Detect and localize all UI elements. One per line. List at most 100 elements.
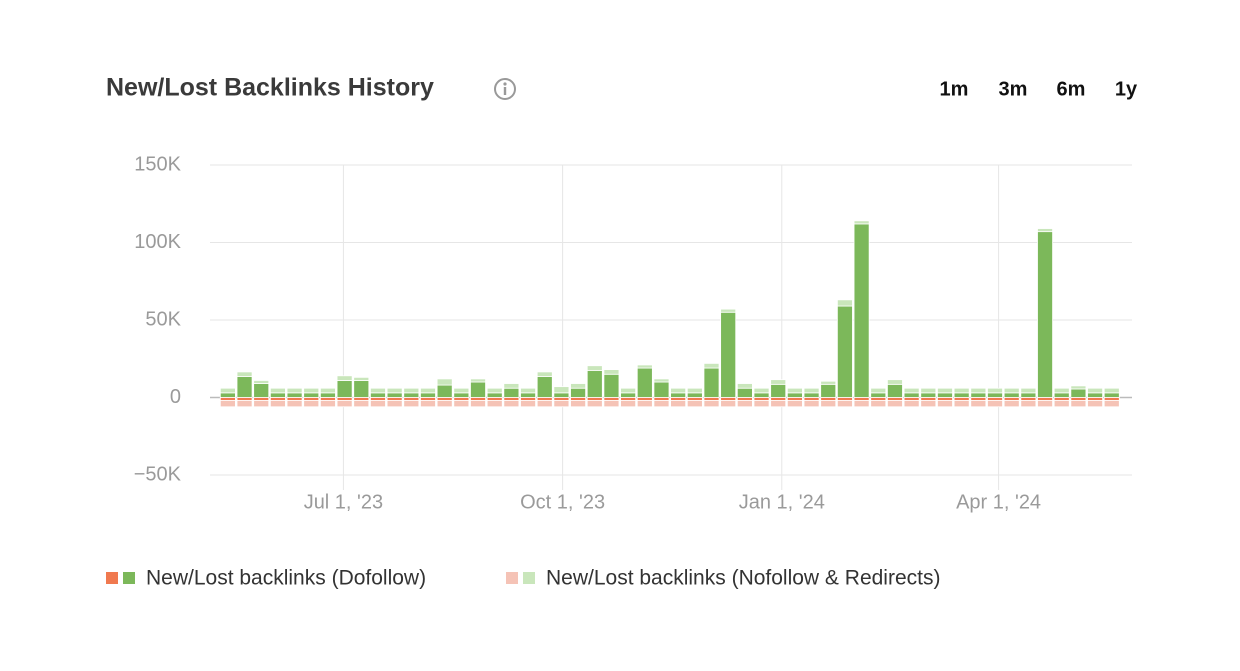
bar-segment — [736, 387, 753, 398]
bar-segment — [770, 379, 787, 385]
bar-segment — [470, 381, 486, 398]
bar-segment — [903, 397, 920, 401]
bar-segment — [286, 400, 303, 408]
bar-segment — [937, 397, 953, 401]
range-button[interactable]: 6m — [1057, 78, 1086, 100]
x-tick-label: Apr 1, '24 — [956, 491, 1041, 513]
legend-label: New/Lost backlinks (Dofollow) — [146, 567, 426, 590]
bar-segment — [219, 400, 236, 408]
y-tick-label: −50K — [134, 463, 182, 485]
bar-segment — [803, 397, 820, 401]
bar-segment — [269, 400, 286, 408]
bar-segment — [970, 397, 987, 401]
bar-segment — [303, 392, 320, 398]
bar-segment — [920, 387, 937, 394]
bar-segment — [420, 400, 436, 408]
bar-segment — [620, 397, 637, 401]
bar-segment — [236, 397, 253, 401]
bar-segment — [570, 387, 587, 398]
bar-segment — [770, 397, 787, 401]
bar-segment — [636, 397, 653, 401]
bar-segment — [253, 400, 270, 408]
bar-segment — [937, 392, 953, 398]
bar-segment — [820, 400, 837, 408]
bar-segment — [353, 397, 370, 401]
bar-segment — [1070, 388, 1087, 398]
bar-segment — [820, 397, 837, 401]
bar-segment — [987, 400, 1003, 408]
bar-segment — [1020, 392, 1037, 398]
bar-segment — [303, 400, 320, 408]
bar-segment — [536, 376, 553, 398]
bar-segment — [236, 400, 253, 408]
bar-segment — [386, 387, 403, 394]
range-button[interactable]: 3m — [999, 78, 1028, 100]
bar-segment — [353, 380, 370, 398]
bar-segment — [953, 387, 970, 394]
bar-segment — [353, 400, 370, 408]
legend-swatch — [523, 572, 535, 584]
bar-segment — [636, 400, 653, 408]
bar-segment — [553, 386, 570, 394]
bar-segment — [853, 220, 870, 225]
bar-segment — [686, 387, 703, 394]
bar-segment — [503, 397, 520, 401]
bar-segment — [1070, 400, 1087, 408]
bar-segment — [486, 397, 503, 401]
bar-segment — [903, 400, 920, 408]
bar-segment — [670, 392, 687, 398]
bar-segment — [653, 381, 670, 398]
bar-segment — [436, 384, 453, 398]
bar-segment — [636, 364, 653, 369]
bar-segment — [770, 383, 787, 398]
bar-segment — [937, 387, 953, 394]
bar-segment — [570, 383, 587, 389]
bar-segment — [670, 400, 687, 408]
bar-segment — [520, 387, 536, 394]
bar-segment — [219, 392, 236, 398]
bar-segment — [920, 397, 937, 401]
bar-segment — [653, 397, 670, 401]
bar-segment — [636, 367, 653, 398]
range-button[interactable]: 1m — [940, 78, 969, 100]
bar-segment — [1003, 397, 1020, 401]
bar-segment — [1037, 231, 1053, 398]
bar-segment — [820, 383, 837, 398]
bar-segment — [370, 392, 386, 398]
bar-segment — [903, 392, 920, 398]
bar-segment — [853, 400, 870, 408]
bar-segment — [620, 400, 637, 408]
bar-segment — [570, 397, 587, 401]
bar-segment — [503, 400, 520, 408]
bar-segment — [970, 400, 987, 408]
bar-segment — [603, 397, 620, 401]
bar-segment — [786, 400, 803, 408]
info-icon[interactable] — [494, 78, 516, 100]
bar-segment — [470, 400, 486, 408]
bar-segment — [1103, 397, 1120, 401]
bar-segment — [1103, 392, 1120, 398]
bar-segment — [219, 387, 236, 394]
bar-segment — [236, 376, 253, 398]
range-button[interactable]: 1y — [1115, 78, 1138, 100]
bar-segment — [720, 308, 737, 313]
bar-segment — [420, 392, 436, 398]
bar-segment — [403, 397, 420, 401]
bar-segment — [1087, 400, 1104, 408]
bar-segment — [603, 369, 620, 375]
bar-segment — [286, 397, 303, 401]
legend-swatch — [123, 572, 135, 584]
bar-segment — [370, 400, 386, 408]
bar-segment — [703, 397, 720, 401]
bar-segment — [586, 400, 603, 408]
bar-segment — [1087, 392, 1104, 398]
bar-segment — [1037, 228, 1053, 233]
bar-segment — [887, 400, 903, 408]
bar-segment — [319, 397, 336, 401]
bar-segment — [403, 392, 420, 398]
bar-segment — [836, 397, 853, 401]
bar-segment — [470, 397, 486, 401]
bar-segment — [1037, 400, 1053, 408]
bar-segment — [970, 387, 987, 394]
